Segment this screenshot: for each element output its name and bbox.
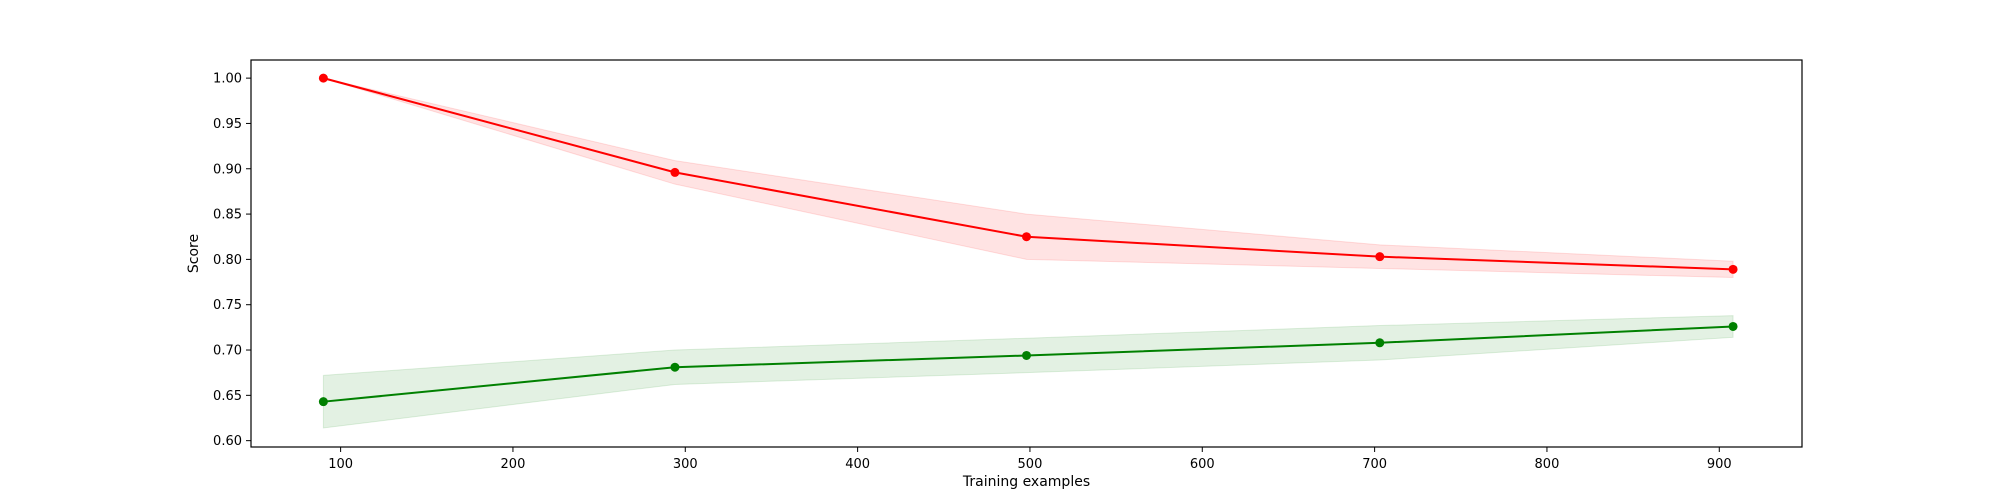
plot-area-frame [250, 59, 1803, 448]
x-axis-title: Training examples [962, 474, 1090, 490]
x-tick-label: 900 [1707, 457, 1732, 472]
x-tick-label: 300 [673, 457, 698, 472]
series-1-point [1375, 338, 1385, 348]
x-tick-label: 500 [1018, 457, 1043, 472]
y-tick-label: 1.00 [213, 72, 242, 87]
y-axis-title: Score [186, 234, 202, 273]
y-axis-ticks: 0.60 0.65 0.70 0.75 0.80 0.85 0.90 0.95 1.00 [213, 72, 251, 449]
y-tick-label: 0.95 [213, 117, 242, 132]
series-0-point [1375, 252, 1385, 262]
series-0-point [318, 73, 328, 83]
x-tick-label: 800 [1535, 457, 1560, 472]
series-0-point [1022, 232, 1031, 242]
y-tick-label: 0.60 [213, 434, 242, 449]
series-1-point [318, 397, 328, 407]
series-1-point [1728, 321, 1738, 331]
y-tick-label: 0.90 [213, 162, 242, 177]
y-tick-label: 0.85 [213, 208, 242, 223]
series-0-point [670, 167, 680, 177]
y-tick-label: 0.75 [213, 298, 242, 313]
y-tick-label: 0.70 [213, 344, 242, 359]
x-tick-label: 700 [1362, 457, 1387, 472]
x-tick-label: 400 [845, 457, 870, 472]
x-axis-ticks: 100 200 300 400 500 600 700 800 900 [328, 447, 1732, 472]
x-tick-label: 600 [1190, 457, 1215, 472]
x-tick-label: 100 [328, 457, 353, 472]
y-tick-label: 0.80 [213, 253, 242, 268]
series-1-point [670, 362, 680, 372]
x-tick-label: 200 [501, 457, 526, 472]
series-markers [318, 73, 1738, 407]
series-1-point [1022, 350, 1031, 360]
series-0-point [1728, 264, 1738, 274]
y-tick-label: 0.65 [213, 389, 242, 404]
